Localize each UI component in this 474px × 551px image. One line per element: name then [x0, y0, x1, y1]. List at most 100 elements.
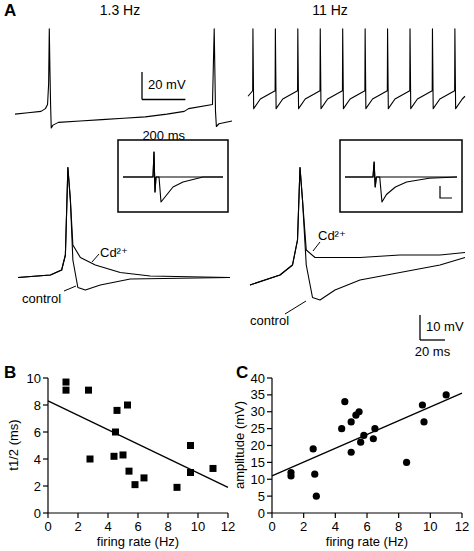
figure: 1.3 HzA20 mV200 ms11 HzcontrolCd²⁺contro…	[0, 0, 474, 551]
inset-scale-bar	[440, 186, 452, 198]
panel-label: A	[4, 1, 16, 20]
chart-5	[340, 140, 462, 212]
chart-4	[118, 140, 228, 212]
y-tick	[267, 479, 272, 480]
x-tick-label: 4	[332, 519, 339, 534]
x-tick	[398, 513, 399, 518]
inset-frame	[118, 140, 228, 212]
chart-2: controlCd²⁺	[18, 168, 230, 307]
y-tick-label: 8	[34, 398, 41, 413]
point	[348, 418, 355, 425]
point	[132, 481, 139, 488]
chart-0: 1.3 HzA20 mV200 ms	[4, 1, 232, 143]
trace	[18, 168, 230, 291]
y-tick-label: 15	[251, 455, 265, 470]
point	[310, 445, 317, 452]
point	[210, 465, 217, 472]
x-tick-label: 12	[221, 519, 235, 534]
y-tick-label: 4	[34, 452, 41, 467]
point	[87, 456, 94, 463]
y-tick-label: 10	[27, 371, 41, 386]
marks	[272, 391, 462, 499]
point	[341, 398, 348, 405]
trace	[123, 152, 223, 202]
y-tick	[43, 458, 48, 459]
background	[0, 0, 474, 551]
scale-bar-v	[419, 315, 420, 340]
trace	[123, 152, 223, 192]
fit-line	[272, 393, 462, 476]
trace	[250, 168, 465, 286]
x-tick-label: 12	[455, 519, 469, 534]
y-tick-label: 20	[251, 438, 265, 453]
point	[114, 407, 121, 414]
point	[338, 425, 345, 432]
fit-line	[48, 401, 228, 487]
x-tick-label: 4	[104, 519, 111, 534]
leader-line	[313, 242, 320, 251]
marks	[345, 162, 457, 202]
trace	[345, 162, 457, 187]
x-axis-title: firing rate (Hz)	[326, 534, 408, 549]
trace	[250, 168, 465, 301]
y-tick-label: 2	[34, 479, 41, 494]
marks	[250, 168, 465, 301]
marks	[18, 168, 230, 291]
y-tick	[43, 431, 48, 432]
point	[355, 408, 362, 415]
y-tick	[267, 428, 272, 429]
panel-label: C	[236, 363, 248, 382]
scale-label: 20 mV	[148, 77, 186, 92]
y-tick	[267, 496, 272, 497]
y-tick-label: 0	[258, 506, 265, 521]
chart-7: 0246810120510152025303540firing rate (Hz…	[232, 363, 469, 549]
x-tick-label: 0	[44, 519, 51, 534]
y-tick-label: 0	[34, 506, 41, 521]
y-tick	[43, 512, 48, 513]
chart-1: 11 Hz	[248, 2, 465, 109]
marks	[123, 152, 223, 202]
point	[311, 471, 318, 478]
x-tick-label: 0	[268, 519, 275, 534]
y-tick-label: 10	[251, 472, 265, 487]
x-tick	[107, 513, 108, 518]
point	[85, 387, 92, 394]
point	[141, 474, 148, 481]
x-tick-label: 6	[134, 519, 141, 534]
y-tick-label: 25	[251, 421, 265, 436]
x-tick	[137, 513, 138, 518]
y-tick	[43, 377, 48, 378]
point	[174, 484, 181, 491]
scale-bar-v	[141, 72, 142, 100]
point	[63, 379, 70, 386]
y-tick	[267, 512, 272, 513]
x-tick	[366, 513, 367, 518]
y-tick	[267, 411, 272, 412]
trace	[15, 29, 232, 128]
x-tick-label: 8	[395, 519, 402, 534]
point	[357, 439, 364, 446]
scale-label: 10 mV	[426, 319, 464, 334]
leader-line	[285, 301, 306, 314]
x-tick-label: 8	[164, 519, 171, 534]
x-tick-label: 6	[363, 519, 370, 534]
x-tick	[77, 513, 78, 518]
scale-bar-h	[420, 339, 445, 340]
inset-frame	[340, 140, 462, 212]
leader-line	[64, 286, 76, 291]
point	[287, 469, 294, 476]
y-tick-label: 35	[251, 387, 265, 402]
x-tick	[335, 513, 336, 518]
x-tick	[197, 513, 198, 518]
x-tick	[47, 513, 48, 518]
point	[111, 453, 118, 460]
marks	[48, 379, 228, 491]
y-tick-label: 30	[251, 404, 265, 419]
scale-label: 20 ms	[415, 344, 451, 359]
x-tick-label: 2	[74, 519, 81, 534]
y-tick-label: 40	[251, 371, 265, 386]
point	[419, 401, 426, 408]
title: 1.3 Hz	[100, 2, 140, 18]
y-tick	[267, 445, 272, 446]
point	[120, 451, 127, 458]
